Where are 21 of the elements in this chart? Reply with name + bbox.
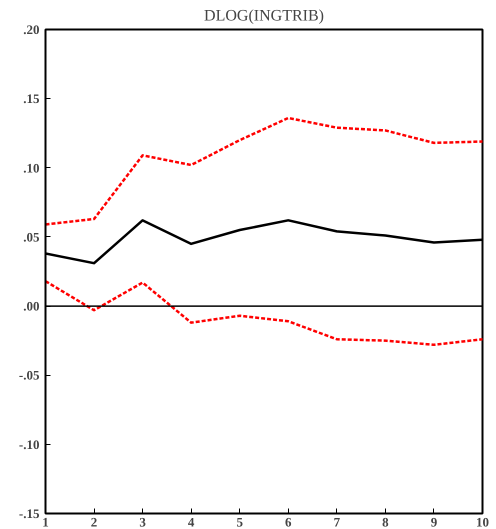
y-tick-label: .05 — [23, 229, 40, 244]
x-tick-label: 3 — [139, 514, 146, 529]
x-tick-label: 10 — [476, 514, 489, 529]
x-tick-label: 7 — [334, 514, 341, 529]
y-tick-label: -.10 — [18, 436, 40, 452]
line-series — [46, 280, 482, 346]
y-tick-label: .15 — [23, 91, 40, 106]
line-series — [46, 116, 482, 226]
y-tick-label: -.15 — [18, 506, 40, 521]
x-tick-label: 1 — [42, 514, 49, 529]
x-tick-label: 5 — [236, 514, 244, 529]
chart-title: DLOG(INGTRIB) — [204, 8, 324, 24]
y-tick-label: .10 — [23, 160, 40, 176]
x-tick-label: 2 — [90, 514, 98, 529]
x-tick-label: 8 — [382, 514, 390, 529]
y-tick-label: -.05 — [18, 368, 40, 383]
y-tick-label: .00 — [23, 298, 40, 314]
y-tick-label: .20 — [23, 22, 40, 37]
x-tick-label: 6 — [285, 514, 292, 529]
x-tick-label: 9 — [430, 514, 438, 529]
x-tick-label: 4 — [188, 514, 195, 529]
